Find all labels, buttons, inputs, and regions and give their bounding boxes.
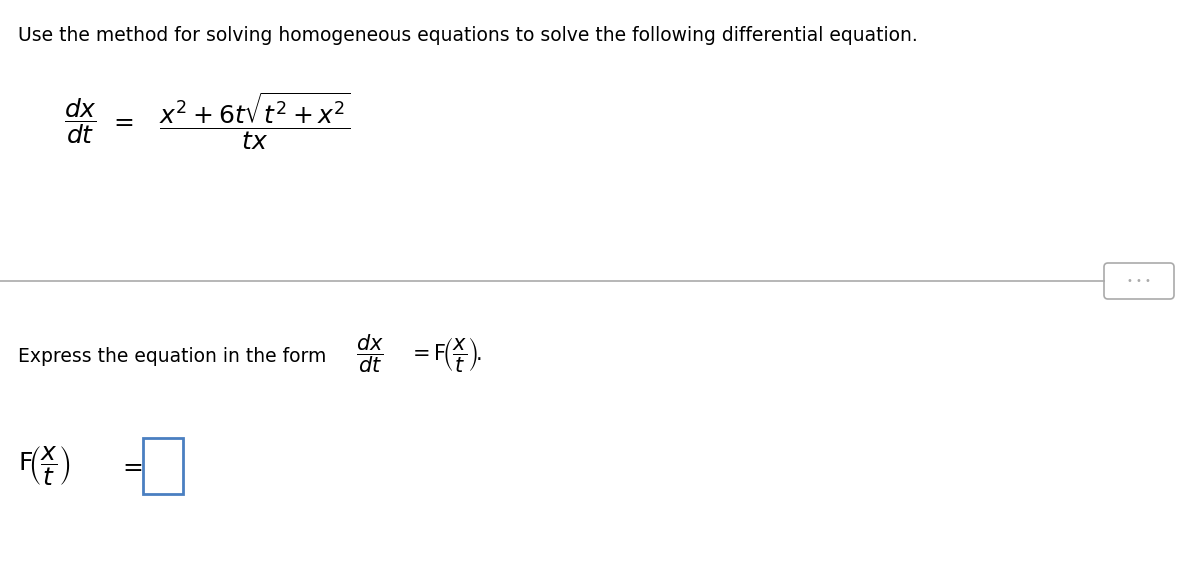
Bar	[143, 438, 183, 494]
FancyBboxPatch shape	[1104, 263, 1174, 299]
Text: $\dfrac{x^2+6t\sqrt{t^2+x^2}}{tx}$: $\dfrac{x^2+6t\sqrt{t^2+x^2}}{tx}$	[159, 90, 351, 151]
Text: Express the equation in the form: Express the equation in the form	[18, 347, 326, 366]
Text: Use the method for solving homogeneous equations to solve the following differen: Use the method for solving homogeneous e…	[18, 26, 918, 45]
Text: $\dfrac{dx}{dt}$: $\dfrac{dx}{dt}$	[356, 333, 384, 375]
Text: $=$: $=$	[110, 109, 134, 133]
Text: $= \mathrm{F}\!\left(\dfrac{x}{t}\right)\!.$: $= \mathrm{F}\!\left(\dfrac{x}{t}\right)…	[408, 335, 482, 373]
Text: • • •: • • •	[1127, 276, 1151, 286]
Text: $\dfrac{dx}{dt}$: $\dfrac{dx}{dt}$	[64, 96, 97, 146]
Text: $=$: $=$	[118, 454, 143, 478]
Text: $\mathrm{F}\!\left(\dfrac{x}{t}\right)$: $\mathrm{F}\!\left(\dfrac{x}{t}\right)$	[18, 444, 71, 488]
